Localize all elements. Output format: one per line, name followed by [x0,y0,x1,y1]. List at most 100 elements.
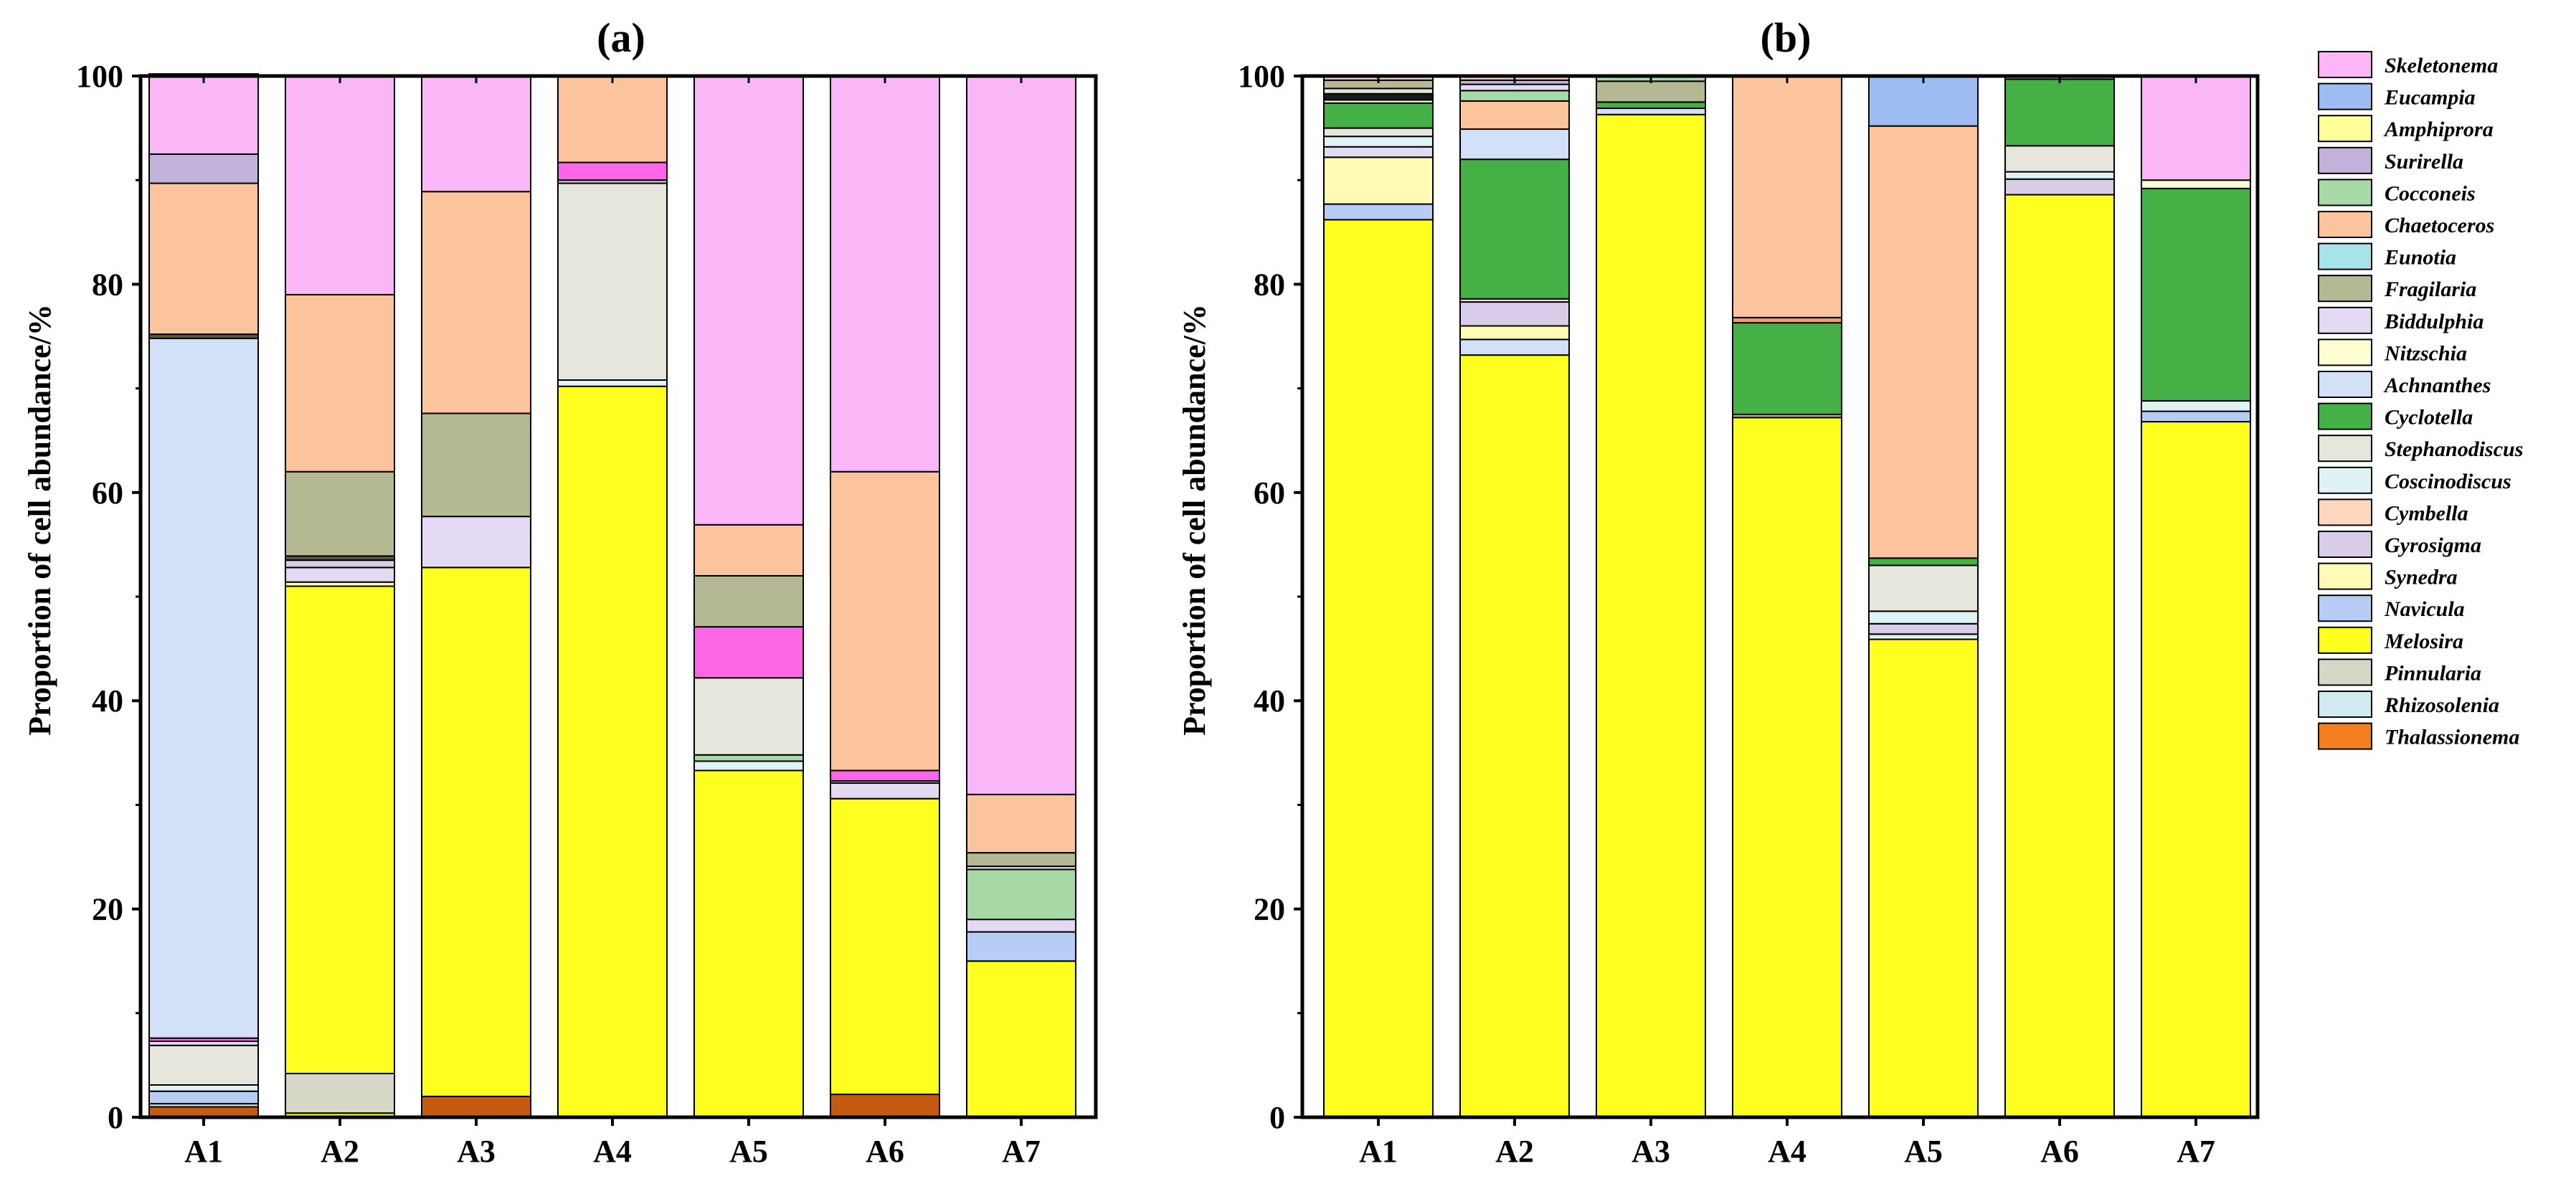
legend-label-chaetoceros: Chaetoceros [2385,214,2494,237]
y-tick-label: 40 [92,683,123,719]
bar-segment-a2-cocconeis [1459,90,1570,102]
bar-segment-a1-biddulphia [1323,146,1434,158]
y-tick-label: 0 [1269,1100,1285,1135]
x-tick-label-a5: A5 [1904,1134,1943,1169]
bar-segment-a3-skeletonema [421,75,531,193]
panel-a-title: (a) [597,14,645,61]
bar-segment-a1-stephanodiscus [1323,127,1434,138]
bar-segment-a4-chaetoceros [1732,75,1842,318]
bar-segment-a5-eucampia [693,626,804,679]
bar-segment-a7-skeletonema [2141,75,2251,181]
legend-swatch-pinnularia [2318,658,2372,686]
bar-segment-a2-pinnularia [285,1073,395,1114]
bar-segment-a3-fragilaria [421,412,531,518]
bar-segment-a5-skeletonema [693,75,804,526]
legend-label-melosira: Melosira [2384,630,2463,653]
legend-label-eucampia: Eucampia [2384,86,2476,110]
bar-segment-a3-fragilaria [1596,80,1706,103]
bar-segment-a7-cyclotella [2141,187,2251,402]
legend-swatch-gyrosigma [2318,531,2372,558]
legend-swatch-thalassionema [2318,722,2372,750]
bar-segment-a1-synedra [1323,156,1434,205]
bar-segment-a2-chaetoceros [1459,100,1570,131]
bar-segment-a1-stephanodiscus [1323,87,1434,95]
legend-label-fragilaria: Fragilaria [2384,278,2476,301]
bar-segment-a5-fragilaria [693,574,804,628]
bar-segment-a6-gyrosigma [2004,178,2115,196]
bar-segment-a1-fragilaria [1323,93,1434,101]
bar-segment-a6-eucampia [830,769,940,782]
bar-segment-a6-cyclotella [2004,78,2115,147]
panel-b-bars [1323,75,2251,1119]
bar-segment-a3-chaetoceros [421,191,531,414]
bar-segment-a3-melosira [421,567,531,1097]
bar-segment-a2-achnanthes [1459,338,1570,356]
bar-segment-a6-melosira [830,797,940,1096]
bar-segment-a7-melosira [966,960,1076,1118]
legend-swatch-coscinodiscus [2318,466,2372,494]
legend-label-nitzschia: Nitzschia [2384,341,2467,365]
y-tick-label: 80 [1254,267,1285,302]
bar-segment-a5-stephanodiscus [1868,564,1979,612]
bar-segment-a7-melosira [2141,421,2251,1118]
panel-b-chart: (b) Proportion of cell abundance/% 0 20 40… [1177,14,2260,1169]
bar-segment-a7-cocconeis [966,868,1076,921]
bar-segment-a2-biddulphia [285,567,395,583]
y-tick-label: 20 [1254,892,1285,927]
bar-segment-a6-biddulphia [830,782,940,800]
bar-segment-a4-stephanodiscus [557,182,668,381]
bar-segment-a5-coscinodiscus [1868,633,1979,640]
bar-segment-a1-achnanthes [148,337,259,1039]
panel-b-plot-frame [1300,74,2260,1119]
legend-swatch-nitzschia [2318,338,2372,366]
bar-segment-a1-navicula [148,1090,259,1105]
legend-label-cyclotella: Cyclotella [2385,406,2473,430]
panel-b-title: (b) [1761,14,1812,61]
bar-segment-a7-chaetoceros [966,793,1076,854]
bar-segment-a6-stephanodiscus [2004,145,2115,173]
legend-swatch-melosira [2318,626,2372,654]
legend-label-rhizosolenia: Rhizosolenia [2384,693,2499,717]
bar-segment-a2-chaetoceros [285,293,395,473]
bar-segment-a2-cyclotella [1459,158,1570,300]
legend-label-coscinodiscus: Coscinodiscus [2385,470,2511,493]
bar-segment-a4-melosira [1732,417,1842,1118]
bar-segment-a2-gyrosigma [1459,301,1570,327]
x-tick-label-a7: A7 [1002,1134,1041,1169]
bar-segment-a1-chaetoceros [148,182,259,336]
bar-segment-a1-cyclotella [1323,102,1434,129]
bar-segment-a5-chaetoceros [1868,125,1979,559]
legend-swatch-rhizosolenia [2318,691,2372,718]
legend-label-cocconeis: Cocconeis [2385,181,2476,205]
x-tick-label-a1: A1 [1359,1134,1398,1169]
y-tick-label: 100 [1238,59,1285,94]
panel-a-y-axis-label: Proportion of cell abundance/% [22,304,57,736]
legend-label-gyrosigma: Gyrosigma [2385,534,2481,557]
bar-segment-a4-chaetoceros [557,75,668,164]
legend-label-skeletonema: Skeletonema [2385,54,2498,77]
legend-label-biddulphia: Biddulphia [2384,310,2483,333]
legend-swatch-navicula [2318,594,2372,622]
bar-segment-a3-biddulphia [421,516,531,569]
legend-swatch-cymbella [2318,498,2372,526]
bar-segment-a4-cyclotella [1732,322,1842,415]
bar-segment-a5-chaetoceros [693,523,804,577]
bar-segment-a1-skeletonema [148,73,259,155]
bar-segment-a7-navicula [2141,410,2251,423]
panel-a-chart: (a) Proportion of cell abundance/% 0 20 40… [22,14,1098,1169]
x-tick-label-a6: A6 [866,1134,904,1169]
legend-swatch-stephanodiscus [2318,435,2372,463]
panel-a-y-axis: 0 20 40 60 80 100 [76,59,141,1135]
legend-label-amphiprora: Amphiprora [2383,118,2494,141]
x-tick-label-a6: A6 [2040,1134,2079,1169]
legend-label-synedra: Synedra [2385,566,2458,589]
bar-segment-a2-melosira [1459,354,1570,1118]
bar-segment-a2-achnanthes [1459,128,1570,161]
legend-label-pinnularia: Pinnularia [2384,661,2481,685]
bar-segment-a3-cyclotella [1596,101,1706,110]
panel-b-y-axis-label: Proportion of cell abundance/% [1177,304,1212,736]
bar-segment-a5-cocconeis [693,754,804,762]
bar-segment-a5-eucampia [1868,75,1979,127]
bar-segment-a4-eucampia [557,161,668,181]
legend-swatch-cyclotella [2318,402,2372,430]
